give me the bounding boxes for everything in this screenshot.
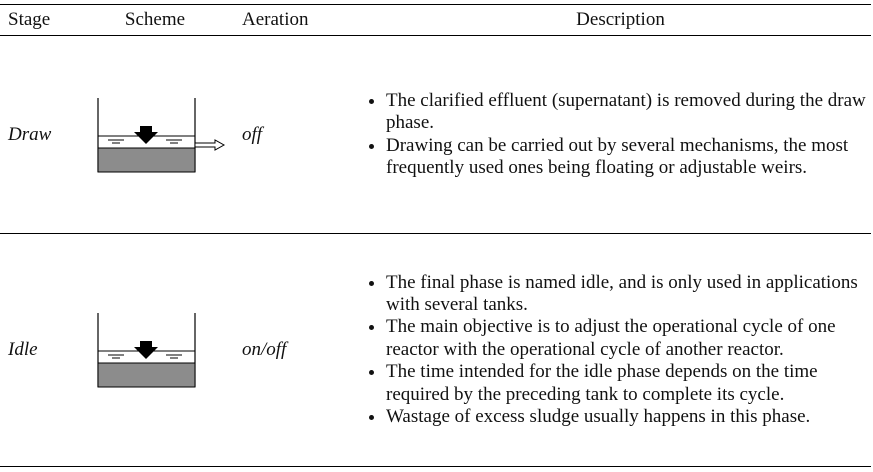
table-row: Draw off The clarified effluent (superna… — [0, 35, 871, 234]
description-item: The time intended for the idle phase dep… — [386, 361, 871, 406]
description-item: The final phase is named idle, and is on… — [386, 272, 871, 317]
column-header: Scheme — [80, 4, 230, 36]
description-item: The main objective is to adjust the oper… — [386, 316, 871, 361]
description-item: Wastage of excess sludge usually happens… — [386, 406, 871, 428]
aeration: on/off — [230, 233, 370, 467]
description-list: The clarified effluent (supernatant) is … — [370, 90, 871, 180]
tank-scheme — [97, 97, 226, 172]
tank-scheme — [97, 313, 196, 388]
stage: Draw — [0, 35, 80, 234]
description: The clarified effluent (supernatant) is … — [370, 35, 871, 234]
description-item: The clarified effluent (supernatant) is … — [386, 90, 871, 135]
description: The final phase is named idle, and is on… — [370, 233, 871, 467]
column-header: Aeration — [230, 4, 370, 36]
description-item: Drawing can be carried out by several me… — [386, 135, 871, 180]
aeration: off — [230, 35, 370, 234]
header-row: Stage Scheme Aeration Description — [0, 4, 871, 36]
scheme — [80, 35, 230, 234]
column-header: Description — [370, 4, 871, 36]
stage: Idle — [0, 233, 80, 467]
scheme — [80, 233, 230, 467]
table-row: Idle on/off The final phase is named idl… — [0, 233, 871, 467]
table: Stage Scheme Aeration Description Draw — [0, 4, 871, 467]
description-list: The final phase is named idle, and is on… — [370, 272, 871, 429]
column-header: Stage — [0, 4, 80, 36]
